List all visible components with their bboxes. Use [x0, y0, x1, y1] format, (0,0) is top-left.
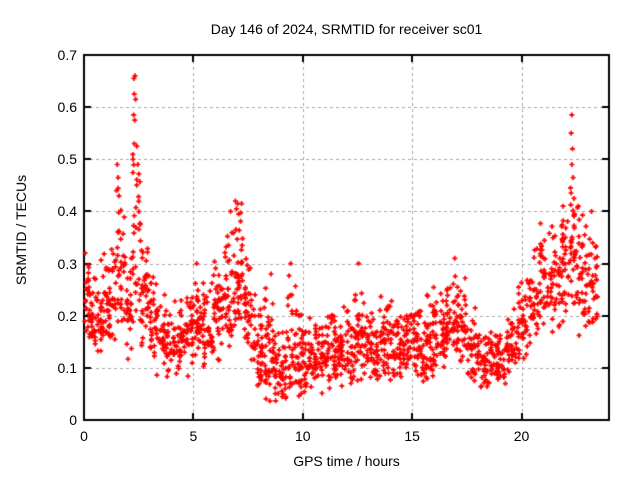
chart-title: Day 146 of 2024, SRMTID for receiver sc0…	[210, 21, 483, 37]
y-axis-label: SRMTID / TECUs	[13, 174, 29, 286]
y-tick-label: 0.7	[57, 47, 77, 63]
x-tick-label: 5	[189, 428, 198, 444]
y-tick-label: 0.3	[57, 255, 77, 272]
y-tick-label: 0.5	[57, 151, 77, 168]
x-tick-label: 20	[513, 428, 530, 444]
x-axis-label: GPS time / hours	[293, 453, 400, 469]
x-tick-label: 0	[80, 428, 88, 444]
y-tick-label: 0.6	[57, 99, 77, 116]
y-tick-label: 0	[69, 412, 77, 428]
x-tick-label: 10	[294, 428, 311, 444]
y-tick-label: 0.2	[57, 307, 77, 324]
y-tick-label: 0.4	[57, 203, 77, 220]
x-tick-label: 15	[404, 428, 420, 444]
y-tick-label: 0.1	[57, 359, 77, 376]
